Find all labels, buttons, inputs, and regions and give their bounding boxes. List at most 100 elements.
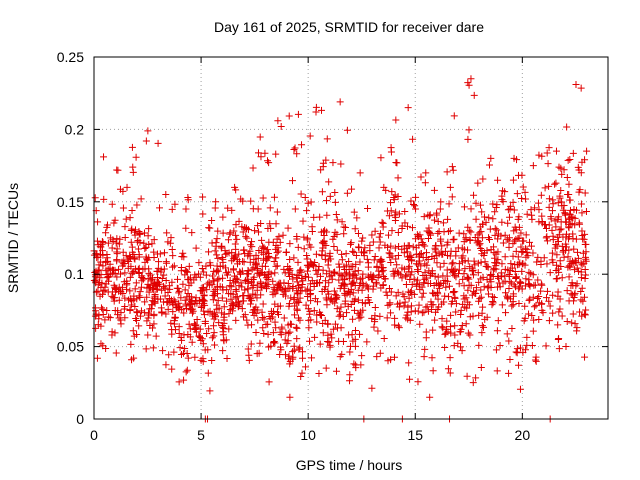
data-point bbox=[306, 337, 314, 345]
data-point bbox=[213, 276, 221, 284]
data-point bbox=[336, 98, 344, 106]
data-point bbox=[509, 198, 517, 206]
data-point bbox=[318, 287, 326, 295]
data-point bbox=[493, 367, 501, 375]
data-point bbox=[558, 312, 566, 320]
data-point bbox=[244, 321, 252, 329]
data-point bbox=[494, 248, 502, 256]
y-tick-label: 0.05 bbox=[57, 339, 84, 355]
data-point bbox=[171, 313, 179, 321]
data-point bbox=[426, 393, 434, 401]
data-point bbox=[430, 186, 438, 194]
data-point bbox=[538, 306, 546, 314]
data-point bbox=[542, 225, 550, 233]
data-point bbox=[231, 183, 239, 191]
data-point bbox=[110, 219, 118, 227]
data-point bbox=[578, 158, 586, 166]
data-point bbox=[239, 197, 247, 205]
data-point bbox=[230, 227, 238, 235]
data-point bbox=[101, 283, 109, 291]
data-point bbox=[302, 272, 310, 280]
data-point bbox=[325, 279, 333, 287]
data-point bbox=[526, 295, 534, 303]
data-point bbox=[162, 191, 170, 199]
data-point bbox=[325, 338, 333, 346]
data-point bbox=[569, 214, 577, 222]
data-point bbox=[566, 155, 574, 163]
data-point bbox=[97, 322, 105, 330]
data-point bbox=[161, 292, 169, 300]
data-point bbox=[492, 262, 500, 270]
data-point bbox=[271, 300, 279, 308]
data-point bbox=[214, 254, 222, 262]
data-point bbox=[295, 345, 303, 353]
data-point bbox=[265, 253, 273, 261]
data-point bbox=[329, 159, 337, 167]
data-point bbox=[136, 312, 144, 320]
data-point bbox=[489, 200, 497, 208]
data-point bbox=[551, 180, 559, 188]
data-point bbox=[416, 320, 424, 328]
data-point bbox=[282, 292, 290, 300]
data-point bbox=[349, 289, 357, 297]
data-point bbox=[187, 306, 195, 314]
data-point bbox=[260, 330, 268, 338]
data-point bbox=[356, 330, 364, 338]
data-point bbox=[491, 225, 499, 233]
data-point bbox=[241, 311, 249, 319]
data-point bbox=[274, 310, 282, 318]
data-point bbox=[493, 226, 501, 234]
data-point bbox=[577, 268, 585, 276]
data-point bbox=[411, 202, 419, 210]
data-point bbox=[108, 244, 116, 252]
data-point bbox=[480, 323, 488, 331]
data-point bbox=[419, 272, 427, 280]
x-tick-label: 0 bbox=[90, 427, 98, 443]
data-point bbox=[219, 347, 227, 355]
data-point bbox=[257, 280, 265, 288]
data-point bbox=[577, 84, 585, 92]
data-point bbox=[543, 287, 551, 295]
data-point bbox=[478, 322, 486, 330]
data-point bbox=[149, 344, 157, 352]
data-point bbox=[417, 173, 425, 181]
data-point bbox=[441, 343, 449, 351]
data-point bbox=[558, 170, 566, 178]
data-point bbox=[420, 279, 428, 287]
data-point bbox=[293, 335, 301, 343]
data-point bbox=[448, 297, 456, 305]
data-point bbox=[132, 153, 140, 161]
y-tick-label: 0.1 bbox=[65, 266, 85, 282]
data-point bbox=[227, 290, 235, 298]
data-point bbox=[578, 209, 586, 217]
data-point bbox=[538, 152, 546, 160]
data-point bbox=[521, 261, 529, 269]
data-point bbox=[388, 252, 396, 260]
data-point bbox=[211, 247, 219, 255]
data-point bbox=[184, 193, 192, 201]
data-point bbox=[419, 240, 427, 248]
data-point bbox=[303, 207, 311, 215]
data-point bbox=[401, 298, 409, 306]
data-point bbox=[392, 116, 400, 124]
data-point bbox=[197, 304, 205, 312]
data-point bbox=[272, 241, 280, 249]
data-point bbox=[417, 262, 425, 270]
data-point bbox=[581, 353, 589, 361]
data-point bbox=[363, 338, 371, 346]
data-point bbox=[444, 238, 452, 246]
data-point bbox=[385, 249, 393, 257]
data-point bbox=[332, 295, 340, 303]
data-point bbox=[467, 228, 475, 236]
data-point bbox=[408, 268, 416, 276]
data-point bbox=[156, 295, 164, 303]
data-point bbox=[473, 239, 481, 247]
data-point bbox=[403, 248, 411, 256]
data-point bbox=[409, 135, 417, 143]
data-point bbox=[444, 365, 452, 373]
data-point bbox=[429, 367, 437, 375]
data-point bbox=[507, 260, 515, 268]
data-point bbox=[141, 244, 149, 252]
data-point bbox=[166, 299, 174, 307]
data-point bbox=[529, 249, 537, 257]
